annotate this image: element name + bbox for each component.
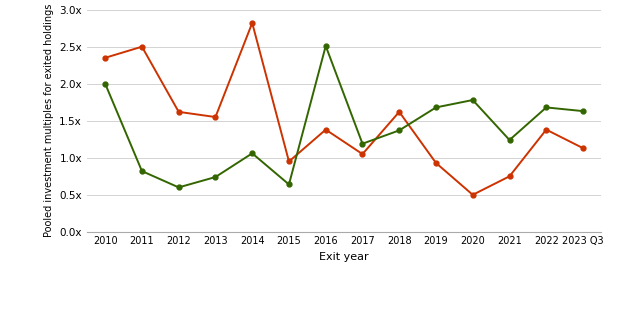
Line: Renewable: Renewable bbox=[103, 43, 585, 190]
Renewable bbox=[396, 128, 403, 132]
Oil and gas bbox=[249, 21, 256, 25]
Renewable bbox=[469, 98, 476, 102]
Oil and gas bbox=[211, 115, 219, 119]
Oil and gas bbox=[579, 146, 587, 150]
Oil and gas bbox=[469, 193, 476, 197]
Renewable bbox=[285, 183, 293, 186]
Y-axis label: Pooled investment multiples for exited holdings: Pooled investment multiples for exited h… bbox=[43, 4, 54, 237]
Oil and gas bbox=[102, 56, 109, 60]
Oil and gas bbox=[506, 175, 513, 178]
Renewable bbox=[359, 142, 366, 146]
Oil and gas bbox=[285, 160, 293, 164]
Oil and gas bbox=[138, 45, 146, 49]
Oil and gas bbox=[396, 110, 403, 114]
Renewable bbox=[102, 82, 109, 86]
Renewable bbox=[211, 175, 219, 179]
Renewable bbox=[175, 185, 182, 189]
Oil and gas bbox=[322, 128, 329, 132]
Renewable bbox=[249, 151, 256, 155]
Renewable bbox=[506, 138, 513, 142]
X-axis label: Exit year: Exit year bbox=[319, 251, 369, 261]
Line: Oil and gas: Oil and gas bbox=[103, 21, 585, 197]
Oil and gas bbox=[359, 152, 366, 156]
Renewable bbox=[542, 106, 550, 109]
Oil and gas bbox=[175, 110, 182, 114]
Oil and gas bbox=[542, 128, 550, 132]
Renewable bbox=[322, 44, 329, 48]
Renewable bbox=[138, 169, 146, 173]
Renewable bbox=[579, 109, 587, 113]
Oil and gas bbox=[432, 161, 440, 165]
Renewable bbox=[432, 106, 440, 109]
